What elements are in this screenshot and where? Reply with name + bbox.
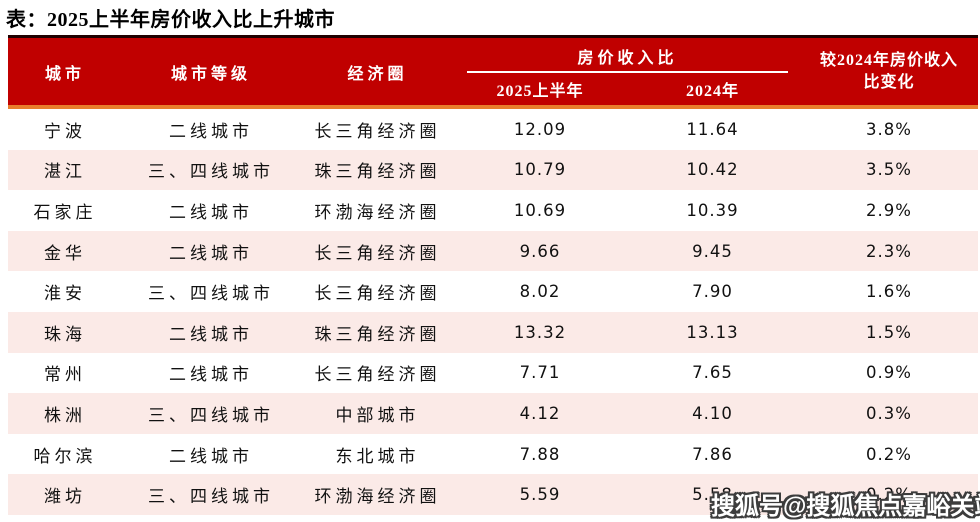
cell-tier: 二线城市 <box>169 202 253 222</box>
cell-ratio-2025h1: 10.69 <box>513 200 567 220</box>
col-header-city: 城市 <box>44 65 85 83</box>
cell-city: 淮安 <box>44 284 86 304</box>
cell-city: 哈尔滨 <box>33 446 97 466</box>
ratio-group-underline <box>467 71 788 73</box>
cell-ratio-2024: 7.86 <box>692 444 733 464</box>
cell-circle: 中部城市 <box>335 405 420 425</box>
cell-change: 3.8% <box>866 119 912 139</box>
table-title: 表：2025上半年房价收入比上升城市 <box>6 9 335 31</box>
cell-change: 0.3% <box>866 403 912 423</box>
table-row: 珠海 二线城市 珠三角经济圈 13.32 13.13 1.5% <box>8 311 978 353</box>
ratio-sub-headers: 2025上半年 2024年 <box>455 73 800 105</box>
cell-ratio-2025h1: 13.32 <box>513 322 567 342</box>
cell-circle: 长三角经济圈 <box>314 365 441 385</box>
table-row: 潍坊 三、四线城市 环渤海经济圈 5.59 5.58 0.2% <box>8 474 978 515</box>
cell-circle: 珠三角经济圈 <box>314 324 441 344</box>
cell-ratio-2025h1: 7.71 <box>519 363 561 383</box>
cell-tier: 二线城市 <box>169 121 253 141</box>
cell-tier: 二线城市 <box>169 365 253 385</box>
cell-circle: 长三角经济圈 <box>314 121 441 141</box>
cell-change: 3.5% <box>866 160 912 180</box>
price-income-ratio-table: 城市 城市等级 经济圈 房价收入比 2025上半年 2024年 较2024年房价… <box>8 35 978 515</box>
table-row: 金华 二线城市 长三角经济圈 9.66 9.45 2.3% <box>8 230 978 272</box>
col-header-2024: 2024年 <box>685 83 739 100</box>
cell-ratio-2024: 5.58 <box>692 485 733 505</box>
cell-circle: 环渤海经济圈 <box>314 202 441 222</box>
cell-ratio-2024: 4.10 <box>692 403 733 423</box>
col-group-ratio: 房价收入比 2025上半年 2024年 <box>455 38 800 105</box>
cell-ratio-2025h1: 4.12 <box>519 403 561 423</box>
cell-circle: 珠三角经济圈 <box>314 162 441 182</box>
cell-circle: 环渤海经济圈 <box>314 487 441 507</box>
cell-change: 1.5% <box>866 322 912 342</box>
cell-circle: 长三角经济圈 <box>314 243 441 263</box>
col-header-tier: 城市等级 <box>170 65 251 83</box>
cell-tier: 二线城市 <box>169 324 253 344</box>
accent-divider <box>8 105 978 109</box>
cell-circle: 东北城市 <box>335 446 420 466</box>
cell-change: 1.6% <box>866 282 912 302</box>
cell-ratio-2024: 7.65 <box>692 363 733 383</box>
table-row: 哈尔滨 二线城市 东北城市 7.88 7.86 0.2% <box>8 433 978 475</box>
table-row: 石家庄 二线城市 环渤海经济圈 10.69 10.39 2.9% <box>8 190 978 231</box>
watermark: 搜狐号@搜狐焦点嘉峪关站 <box>711 493 980 520</box>
col-header-change-line1: 较2024年房价收入 <box>819 51 958 69</box>
cell-ratio-2025h1: 5.59 <box>519 485 561 505</box>
table-body: 宁波 二线城市 长三角经济圈 12.09 11.64 3.8% 湛江 三、四线城市 珠三角经济圈… <box>8 109 978 515</box>
cell-change: 0.9% <box>866 363 912 383</box>
cell-ratio-2024: 10.39 <box>686 200 739 220</box>
col-group-ratio-label: 房价收入比 <box>577 50 678 67</box>
cell-tier: 三、四线城市 <box>148 487 274 507</box>
cell-ratio-2025h1: 8.02 <box>519 282 561 302</box>
cell-city: 湛江 <box>44 162 86 182</box>
cell-city: 常州 <box>44 365 86 385</box>
cell-city: 石家庄 <box>33 202 97 222</box>
col-header-circle: 经济圈 <box>347 65 408 83</box>
cell-ratio-2025h1: 12.09 <box>513 119 567 139</box>
cell-ratio-2024: 11.64 <box>686 119 739 139</box>
cell-ratio-2025h1: 7.88 <box>519 444 561 464</box>
cell-city: 宁波 <box>44 121 86 141</box>
col-header-change-line2: 比变化 <box>863 73 915 91</box>
cell-city: 金华 <box>44 243 86 263</box>
cell-ratio-2025h1: 9.66 <box>519 241 561 261</box>
cell-circle: 长三角经济圈 <box>314 284 441 304</box>
cell-tier: 三、四线城市 <box>148 284 274 304</box>
table-row: 常州 二线城市 长三角经济圈 7.71 7.65 0.9% <box>8 352 978 394</box>
cell-ratio-2024: 10.42 <box>686 160 739 180</box>
cell-change: 0.2% <box>866 485 912 505</box>
col-header-2025h1: 2025上半年 <box>496 83 584 100</box>
cell-tier: 三、四线城市 <box>148 405 274 425</box>
cell-ratio-2024: 7.90 <box>692 282 733 302</box>
cell-tier: 二线城市 <box>169 243 253 263</box>
col-header-change: 较2024年房价收入 比变化 <box>800 38 978 105</box>
cell-change: 0.2% <box>866 444 912 464</box>
table-row: 淮安 三、四线城市 长三角经济圈 8.02 7.90 1.6% <box>8 271 978 312</box>
table-row: 株洲 三、四线城市 中部城市 4.12 4.10 0.3% <box>8 393 978 434</box>
cell-city: 株洲 <box>44 405 86 425</box>
table-row: 宁波 二线城市 长三角经济圈 12.09 11.64 3.8% <box>8 109 978 150</box>
cell-tier: 三、四线城市 <box>148 162 274 182</box>
cell-tier: 二线城市 <box>169 446 253 466</box>
cell-change: 2.3% <box>866 241 912 261</box>
table-header-row: 城市 城市等级 经济圈 房价收入比 2025上半年 2024年 较2024年房价… <box>8 38 978 105</box>
cell-city: 珠海 <box>44 324 86 344</box>
table-row: 湛江 三、四线城市 珠三角经济圈 10.79 10.42 3.5% <box>8 149 978 191</box>
cell-change: 2.9% <box>866 200 912 220</box>
cell-ratio-2024: 13.13 <box>686 322 739 342</box>
table-top-border <box>8 35 978 38</box>
cell-ratio-2024: 9.45 <box>692 241 733 261</box>
cell-ratio-2025h1: 10.79 <box>513 160 567 180</box>
cell-city: 潍坊 <box>44 487 86 507</box>
